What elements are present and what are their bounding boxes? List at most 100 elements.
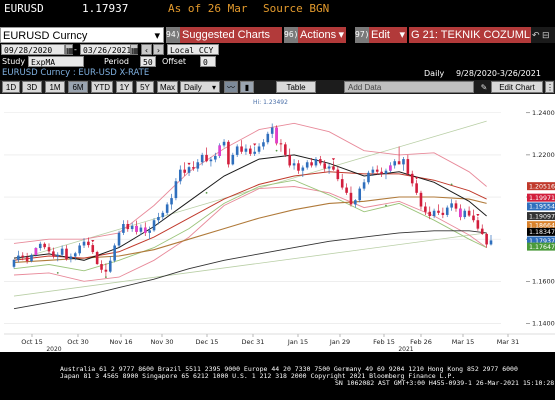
- edit-button[interactable]: Edit ▾: [369, 27, 407, 43]
- candle-body: [183, 169, 186, 173]
- range-button-3d[interactable]: 3D: [22, 81, 42, 93]
- last-price-tag: [527, 182, 555, 191]
- study-row: Study ExpMA Period 50 Offset 0: [0, 56, 555, 68]
- green-study-line: [13, 179, 487, 272]
- candle-body: [227, 141, 230, 165]
- range-button-1y[interactable]: 1Y: [116, 81, 133, 93]
- high-label: Hi: 1.23492: [253, 99, 288, 106]
- range-button-5y[interactable]: 5Y: [136, 81, 154, 93]
- candle-body: [323, 163, 327, 169]
- edit-chart-button[interactable]: Edit Chart: [491, 81, 543, 93]
- last-price: 1.17937: [82, 2, 129, 15]
- candle-body: [174, 181, 178, 199]
- candle-body: [327, 166, 331, 169]
- currency-value: Local CCY: [170, 46, 214, 55]
- suggested-charts-number: 94): [166, 27, 180, 43]
- range-button-1d[interactable]: 1D: [2, 81, 20, 93]
- candle-body: [235, 146, 239, 155]
- signal-marks: [34, 127, 480, 279]
- range-button-1m[interactable]: 1M: [45, 81, 65, 93]
- sell-marker: [187, 162, 191, 166]
- last-price-value: 1.17937: [529, 238, 555, 245]
- candle-body: [253, 151, 256, 154]
- last-price-value: 1.20516: [529, 183, 555, 190]
- price-chart[interactable]: Hi: 1.23492 1.240001.220001.200001.18000…: [0, 94, 555, 352]
- candle-body: [38, 243, 42, 249]
- x-tick-label: Mar 31: [497, 338, 520, 346]
- candle-body: [205, 154, 208, 162]
- candle-body: [358, 188, 362, 201]
- period-field[interactable]: 50: [140, 56, 156, 67]
- candle-body: [187, 167, 191, 173]
- currency-select[interactable]: Local CCY: [167, 44, 219, 55]
- next-period-button[interactable]: ›: [153, 44, 164, 55]
- candle-body: [240, 146, 243, 152]
- candle-body: [91, 245, 95, 253]
- x-tick-label: Dec 31: [242, 338, 265, 346]
- add-data-field[interactable]: Add Data: [344, 81, 474, 93]
- template-title[interactable]: G 21: TEKNIK COZUMLEM…: [409, 27, 531, 43]
- candle-body: [108, 260, 112, 272]
- candle-body: [467, 210, 471, 216]
- start-date-field[interactable]: 09/28/2020: [1, 44, 65, 55]
- candle-body: [78, 245, 81, 254]
- candle-body: [214, 155, 217, 160]
- candle-body: [319, 159, 322, 164]
- candle-body: [362, 182, 366, 189]
- range-button-max[interactable]: Max: [157, 81, 178, 93]
- candle-body: [43, 243, 46, 248]
- line-chart-icon[interactable]: 〰: [224, 81, 238, 93]
- calendar-end-icon[interactable]: ▦: [130, 44, 139, 55]
- candle-body: [485, 233, 488, 245]
- candle-body: [476, 220, 480, 229]
- last-price-value: 1.19097: [529, 213, 555, 220]
- candle-body: [130, 225, 134, 230]
- candle-body: [209, 159, 213, 162]
- actions-button[interactable]: Actions ▾: [298, 27, 346, 43]
- security-field[interactable]: EURUSD Curncy ▾: [0, 27, 164, 43]
- offset-field[interactable]: 0: [200, 56, 216, 67]
- range-button-6m[interactable]: 6M: [68, 81, 88, 93]
- bar-chart-icon[interactable]: ▮: [240, 81, 254, 93]
- table-button[interactable]: Table: [276, 81, 316, 93]
- candle-body: [56, 254, 60, 257]
- calendar-start-icon[interactable]: ▦: [65, 44, 74, 55]
- candle-body: [480, 228, 484, 234]
- candle-body: [262, 142, 265, 147]
- x-year-label: 2021: [398, 346, 413, 352]
- last-price-tag: [527, 202, 555, 211]
- sell-marker: [253, 143, 257, 146]
- last-price-tag: [527, 242, 555, 251]
- candle-body: [148, 230, 151, 233]
- range-button-ytd[interactable]: YTD: [91, 81, 113, 93]
- actions-number: 96): [284, 27, 298, 43]
- bollinger-upper-line: [13, 122, 487, 244]
- candle-body: [100, 264, 103, 270]
- more-options-icon[interactable]: ⋮: [545, 81, 554, 93]
- candle-body: [87, 241, 90, 246]
- frequency-select[interactable]: Daily ▾: [180, 81, 220, 93]
- candle-body: [310, 162, 313, 166]
- security-value: EURUSD Curncy: [3, 30, 88, 42]
- x-tick-label: Nov 16: [109, 338, 132, 346]
- candle-body: [30, 254, 33, 262]
- candle-body: [371, 169, 375, 173]
- candle-body: [424, 206, 427, 212]
- edit-chart-icon[interactable]: ✎: [478, 81, 490, 93]
- bollinger-lower-line: [13, 186, 487, 282]
- security-dropdown-icon[interactable]: ▾: [154, 30, 160, 42]
- window-controls[interactable]: ↶ ⊟ ?: [531, 27, 555, 56]
- candle-body: [402, 159, 405, 165]
- prev-period-button[interactable]: ‹: [141, 44, 152, 55]
- candle-body: [25, 257, 29, 262]
- offset-label: Offset: [162, 57, 187, 66]
- candle-body: [270, 127, 274, 134]
- sell-marker: [91, 239, 95, 243]
- source-label: Source BGN: [263, 2, 330, 15]
- study-select[interactable]: ExpMA: [28, 56, 84, 67]
- study-dot: [56, 271, 59, 274]
- candle-body: [231, 154, 235, 165]
- last-price-tag: [527, 212, 555, 221]
- last-price-labels: 1.20516 1.19971 1.19554 1.19097 1.186641.183…: [527, 182, 555, 251]
- suggested-charts-button[interactable]: Suggested Charts: [180, 27, 282, 43]
